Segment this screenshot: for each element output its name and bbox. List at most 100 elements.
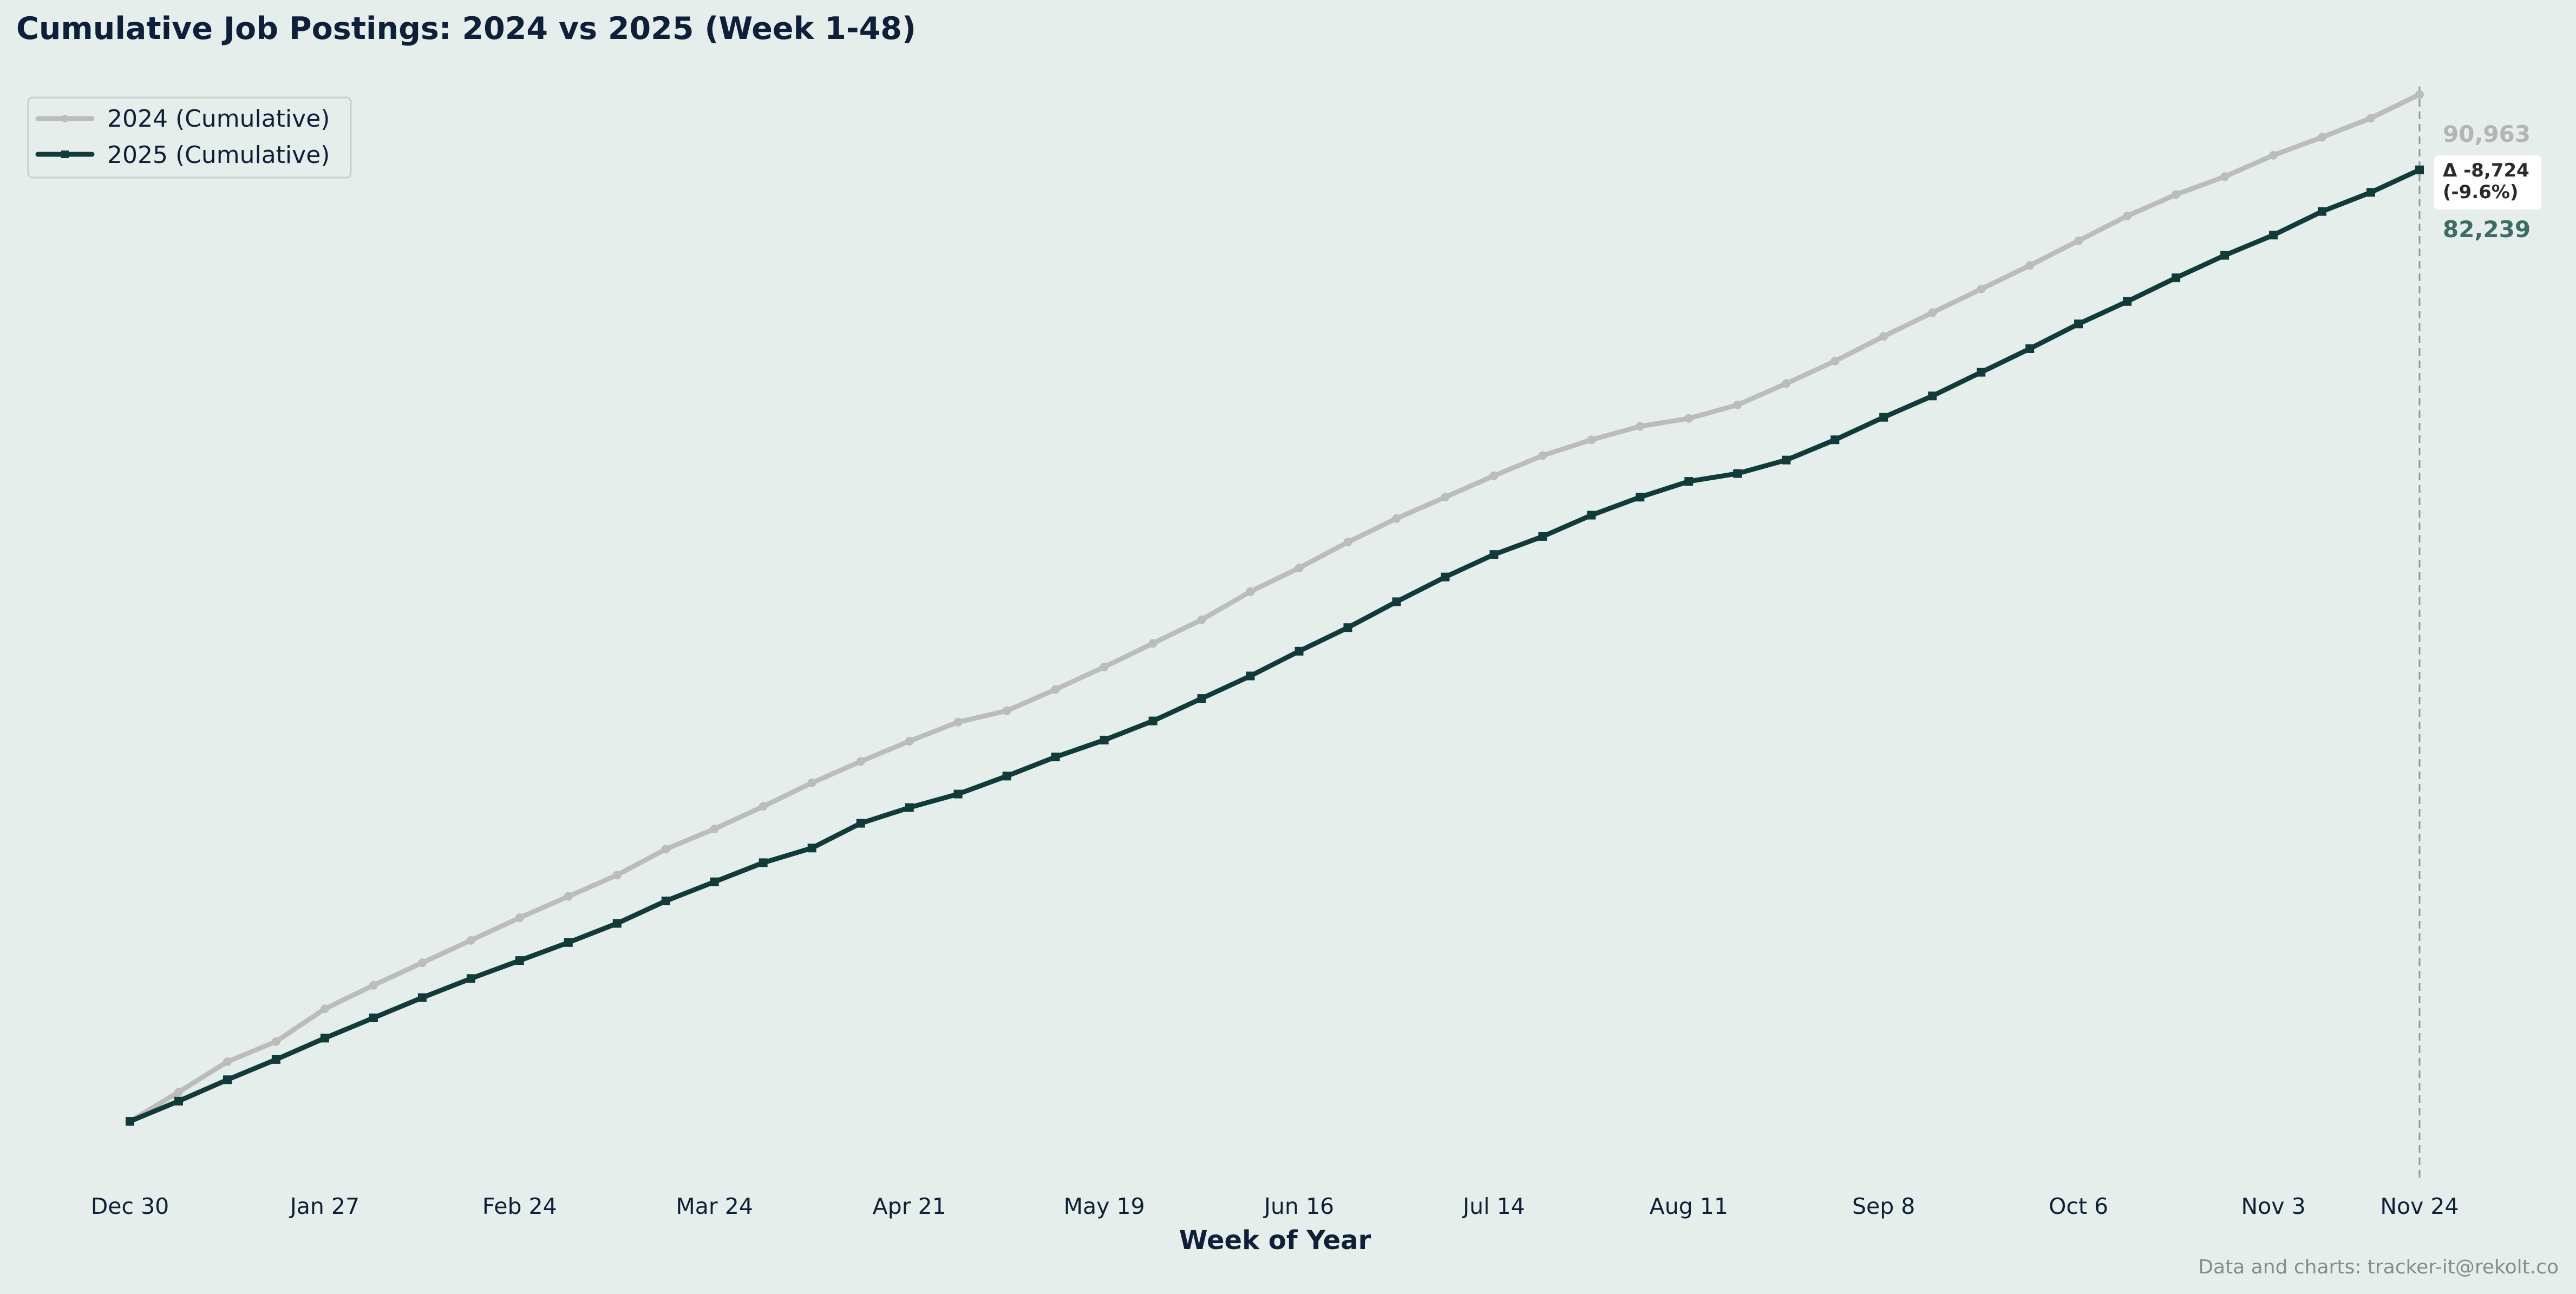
data-point-2025-week-9 (515, 956, 524, 965)
data-point-2025-week-20 (1051, 753, 1060, 762)
data-point-2024-week-45 (2269, 151, 2278, 160)
data-point-2024-week-25 (1294, 564, 1304, 573)
x-tick-label: Jan 27 (289, 1193, 359, 1219)
data-point-2024-week-24 (1246, 587, 1255, 596)
data-point-2025-week-18 (953, 789, 963, 799)
data-point-2024-week-3 (223, 1057, 232, 1066)
x-tick-label: Jun 16 (1263, 1193, 1334, 1219)
data-point-2024-week-27 (1392, 514, 1401, 523)
data-point-2025-week-27 (1392, 597, 1401, 606)
data-point-2024-week-35 (1782, 379, 1791, 388)
data-point-2024-week-36 (1830, 356, 1840, 365)
x-tick-label: Oct 6 (2049, 1193, 2108, 1219)
data-point-2024-week-20 (1051, 685, 1060, 694)
x-axis-ticks: Dec 30 Jan 27 Feb 24 Mar 24 Apr 21 May 19 Jun … (91, 1193, 2459, 1219)
data-point-2025-week-16 (856, 819, 865, 828)
data-point-2024-week-32 (1636, 422, 1645, 431)
data-point-2024-week-28 (1441, 493, 1450, 502)
legend-2025-marker (61, 151, 69, 158)
data-point-2024-week-40 (2025, 261, 2035, 270)
data-point-2024-week-4 (271, 1037, 280, 1046)
data-point-2025-week-19 (1002, 772, 1011, 781)
data-point-2025-week-40 (2025, 344, 2035, 353)
data-point-2025-week-37 (1879, 413, 1888, 422)
data-point-2024-week-23 (1197, 615, 1206, 624)
x-tick-label: Nov 24 (2380, 1193, 2459, 1219)
series-markers (126, 90, 2424, 1126)
data-point-2025-week-21 (1100, 735, 1109, 744)
x-tick-label: Nov 3 (2241, 1193, 2306, 1219)
data-point-2024-week-12 (661, 845, 670, 854)
legend-2024-label: 2024 (Cumulative) (107, 105, 330, 133)
data-point-2024-week-42 (2123, 211, 2132, 220)
data-point-2025-week-48 (2415, 165, 2424, 174)
data-point-2025-week-25 (1294, 646, 1304, 656)
data-point-2025-week-1 (126, 1117, 134, 1126)
data-point-2024-week-48 (2415, 90, 2424, 99)
data-point-2024-week-31 (1587, 435, 1596, 445)
data-point-2025-week-31 (1587, 511, 1596, 520)
legend-2025-label: 2025 (Cumulative) (107, 141, 330, 169)
data-point-2024-week-26 (1343, 538, 1352, 547)
series-line-2024 (127, 92, 2422, 1124)
data-point-2025-week-13 (710, 877, 719, 886)
data-point-2024-week-21 (1100, 662, 1109, 671)
data-point-2025-week-23 (1197, 694, 1206, 703)
data-point-2025-week-39 (1977, 368, 1986, 377)
delta-annotation: Δ -8,724 (-9.6%) (2434, 155, 2541, 210)
data-point-2025-week-46 (2318, 207, 2326, 216)
data-point-2024-week-30 (1538, 451, 1547, 460)
chart-title: Cumulative Job Postings: 2024 vs 2025 (W… (16, 11, 916, 47)
legend: 2024 (Cumulative) 2025 (Cumulative) (27, 96, 352, 179)
x-tick-label: May 19 (1064, 1193, 1145, 1219)
data-point-2024-week-19 (1002, 706, 1011, 715)
data-point-2025-week-35 (1782, 455, 1791, 465)
x-tick-label: Dec 30 (91, 1193, 169, 1219)
data-point-2025-week-4 (271, 1055, 280, 1064)
data-point-2025-week-28 (1441, 572, 1450, 581)
series-line-2025 (127, 167, 2422, 1124)
data-point-2024-week-9 (515, 913, 524, 923)
x-tick-label: Sep 8 (1852, 1193, 1915, 1219)
x-tick-label: Jul 14 (1461, 1193, 1525, 1219)
data-point-2025-week-14 (759, 858, 768, 867)
data-point-2025-week-30 (1538, 532, 1547, 541)
data-point-2024-week-18 (953, 717, 963, 727)
data-point-2024-week-41 (2074, 236, 2083, 245)
data-point-2024-week-37 (1879, 332, 1888, 341)
data-point-2024-week-10 (564, 892, 573, 901)
data-point-2024-week-14 (759, 802, 768, 811)
data-point-2024-week-2 (174, 1088, 183, 1097)
data-point-2025-week-42 (2123, 297, 2132, 306)
series-lines (127, 92, 2422, 1124)
data-point-2025-week-45 (2269, 231, 2278, 240)
data-point-2024-week-5 (320, 1004, 329, 1014)
data-point-2024-week-15 (807, 778, 816, 787)
data-point-2025-week-38 (1928, 391, 1937, 401)
data-point-2025-week-17 (905, 803, 914, 812)
data-point-2024-week-13 (710, 825, 719, 833)
data-point-2024-week-38 (1928, 308, 1937, 317)
data-point-2024-week-46 (2318, 133, 2326, 142)
data-point-2025-week-47 (2366, 188, 2375, 197)
end-value-2025: 82,239 (2443, 216, 2531, 243)
end-value-2024: 90,963 (2443, 121, 2531, 147)
data-point-2025-week-3 (223, 1075, 232, 1084)
data-point-2024-week-34 (1733, 400, 1742, 409)
legend-2024-marker (61, 115, 69, 122)
data-point-2025-week-10 (564, 938, 573, 947)
data-point-2025-week-36 (1830, 435, 1840, 445)
data-point-2024-week-6 (369, 981, 378, 990)
data-point-2024-week-16 (856, 757, 865, 766)
data-point-2025-week-43 (2172, 273, 2181, 283)
data-point-2024-week-29 (1489, 471, 1499, 480)
data-point-2025-week-33 (1684, 477, 1694, 486)
data-point-2025-week-5 (320, 1034, 329, 1043)
footer-credit: Data and charts: tracker-it@rekolt.co (2198, 1256, 2559, 1278)
data-point-2025-week-34 (1733, 469, 1742, 478)
delta-value: Δ -8,724 (2443, 160, 2529, 181)
x-tick-label: Aug 11 (1650, 1193, 1728, 1219)
data-point-2025-week-44 (2220, 251, 2230, 260)
x-tick-label: Mar 24 (676, 1193, 753, 1219)
